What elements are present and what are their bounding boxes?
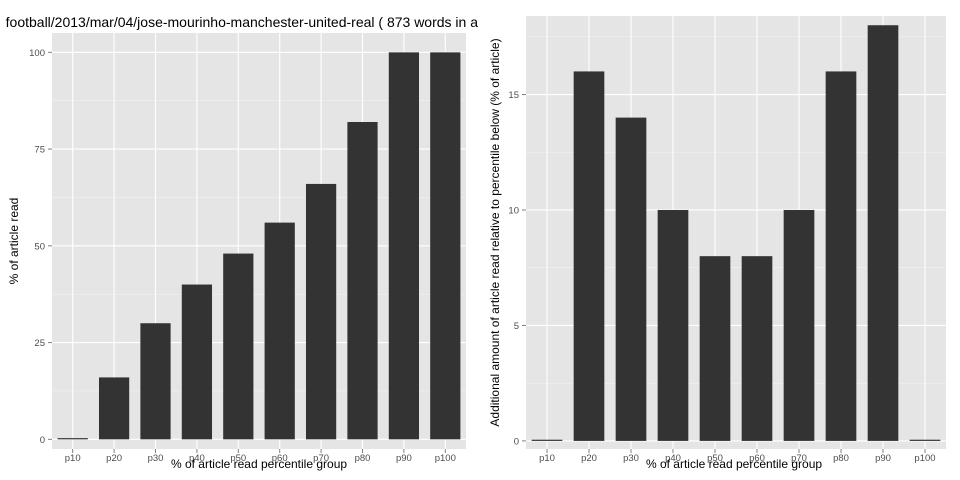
chart2-x-tick-label: p40 [665,453,681,464]
chart1-bar-p90 [388,52,420,440]
chart1-y-tick-label: 50 [34,241,45,252]
chart2-x-axis-title: % of article read percentile group [646,457,822,471]
chart1-x-tick-label: p40 [189,453,205,464]
chart1-y-tick-label: 25 [34,338,45,349]
chart1-x-axis-title: % of article read percentile group [171,457,347,471]
chart2-x-tick-label: p60 [749,453,765,464]
chart2-bar-p40 [657,209,689,441]
chart2-x-tick-label: p10 [539,453,555,464]
chart1-x-tick-label: p60 [272,453,288,464]
chart2-bar-p20 [573,71,605,441]
chart1-x-tick-label: p50 [230,453,246,464]
chart2-bar-p10 [531,439,563,441]
chart1-y-tick-label: 100 [29,48,45,59]
chart2-x-tick-label: p100 [914,453,935,464]
chart1-x-tick-label: p90 [396,453,412,464]
chart2-y-tick-label: 5 [514,321,519,332]
chart1-bar-p60 [264,222,295,440]
chart2-y-axis-title: Additional amount of article read relati… [488,38,502,426]
chart1-bar-p50 [223,253,254,440]
chart1-bar-p20 [98,377,130,440]
chart2-y-tick-label: 0 [514,436,519,447]
chart1-bar-p10 [57,438,88,440]
chart1-x-tick-label: p70 [313,453,329,464]
chart1-bar-p30 [140,323,171,440]
chart2-bar-p50 [699,256,731,441]
chart2-bar-p90 [867,25,899,441]
chart2-bar-p80 [825,71,857,441]
chart2-bar-p70 [783,209,815,441]
chart1-y-tick-label: 0 [40,435,45,446]
chart2-x-tick-label: p50 [707,453,723,464]
chart1-x-tick-label: p20 [106,453,122,464]
chart1-y-tick-label: 75 [34,145,45,156]
chart1-panel: 0 25 50 75 100 p10 p20 p30 p40 p50 p60 p70 p80 p90 p10… [7,33,466,471]
chart1-bar-p80 [347,122,378,440]
chart1-y-axis-title: % of article read [7,198,21,285]
chart1-bar-p100 [430,52,461,440]
chart2-x-tick-label: p30 [623,453,639,464]
chart2-x-tick-label: p20 [581,453,597,464]
chart-title: football/2013/mar/04/jose-mourinho-manch… [0,14,478,34]
chart2-bar-p30 [615,117,647,441]
chart2-x-tick-label: p80 [833,453,849,464]
chart2-y-tick-label: 15 [508,90,519,101]
chart2-panel: 0 5 10 15 p10 p20 p30 p40 p50 p60 p70 p80 p90 p100 % o… [488,16,946,471]
chart2-x-tick-label: p70 [791,453,807,464]
chart1-bar-p40 [181,284,213,440]
chart1-x-tick-label: p10 [65,453,81,464]
chart2-y-tick-label: 10 [508,205,519,216]
chart2-x-tick-label: p90 [875,453,891,464]
chart1-x-tick-label: p80 [355,453,371,464]
chart1-x-tick-label: p100 [435,453,456,464]
chart1-bar-p70 [305,183,337,440]
chart2-bar-p60 [741,256,773,441]
chart2-bar-p100 [909,439,941,441]
chart-title-text: football/2013/mar/04/jose-mourinho-manch… [5,14,478,30]
chart1-x-tick-label: p30 [148,453,164,464]
